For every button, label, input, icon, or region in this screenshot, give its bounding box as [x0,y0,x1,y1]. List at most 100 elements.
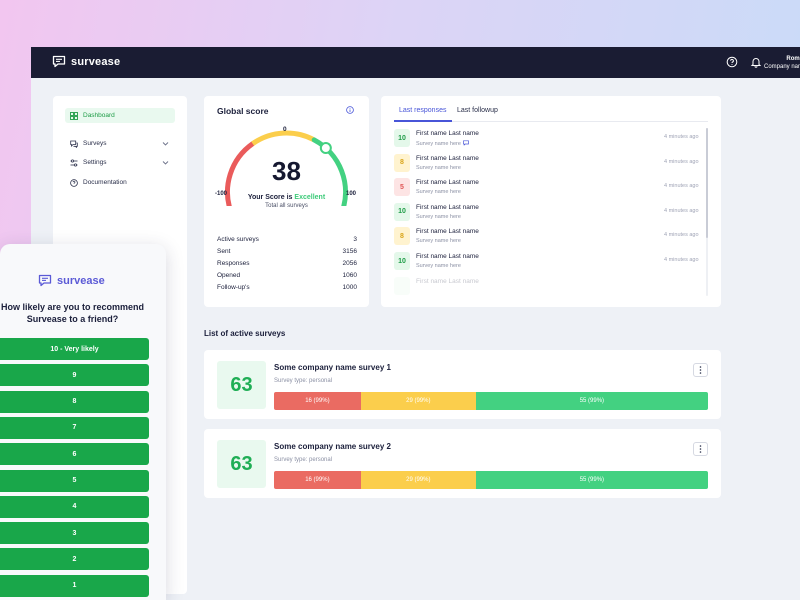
response-time: 4 minutes ago [664,183,699,190]
sidebar-item-settings[interactable]: Settings [65,155,175,170]
sidebar-item-surveys[interactable]: Surveys [65,136,175,151]
rating-option-button[interactable]: 5 [0,469,149,492]
response-name: First name Last name [416,130,479,137]
bell-icon[interactable] [750,56,762,68]
response-row[interactable]: 10 First name Last name Survey name here 4 … [394,202,699,223]
global-score-card: Global score 0 -100 100 38 Your Score is… [204,96,369,307]
score-rating: Your Score is Excellent [204,194,369,201]
survey-bar-segment: 16 (99%) [274,471,361,489]
logo-icon [52,55,66,68]
stat-label: Opened [217,272,241,279]
stat-label: Responses [217,260,250,267]
active-tab-indicator [394,120,452,122]
rating-option-button[interactable]: 7 [0,416,149,439]
stat-row: Active surveys 3 [217,236,357,243]
gauge-yellow-arc [251,130,316,146]
survey-card[interactable]: 63 Some company name survey 2 Survey type:… [204,429,721,498]
rating-option-button[interactable]: 9 [0,364,149,387]
rating-option-button[interactable]: 6 [0,443,149,466]
rating-option-button[interactable]: 2 [0,548,149,571]
survey-bar-segment: 16 (99%) [274,392,361,410]
help-icon[interactable] [726,56,738,68]
response-time: 4 minutes ago [664,134,699,140]
global-score-title: Global score [217,106,269,116]
survey-score: 63 [217,361,266,409]
response-survey: Survey name here [416,140,469,147]
survey-distribution-bar: 16 (99%) 29 (99%) 55 (99%) [274,471,708,489]
response-survey-name: Survey name here [416,213,461,220]
sidebar-item-label: Dashboard [83,112,115,119]
response-name: First name Last name [416,179,479,187]
sliders-icon [70,158,78,167]
response-score-badge [394,276,410,295]
response-row[interactable]: 8 First name Last name Survey name here 4 m… [394,227,699,247]
response-score-badge: 8 [394,227,410,246]
stat-row: Follow-up's 1000 [217,284,357,291]
app-name: survease [71,55,121,68]
user-name: Roma [786,56,800,62]
response-score-badge: 8 [394,153,410,172]
rating-option-button[interactable]: 8 [0,390,149,413]
response-name: First name Last name [416,203,479,211]
rating-option-button[interactable]: 1 [0,574,149,597]
stat-row: Sent 3156 [217,248,357,255]
tab-last-followup[interactable]: Last followup [457,107,498,114]
stat-value: 1000 [342,284,357,291]
stat-value: 3 [353,236,357,243]
user-menu[interactable]: Roma Company nam [764,55,800,71]
survey-type: Survey type: personal [274,457,333,463]
widget-question: How likely are you to recommend Survease… [0,301,145,325]
chevron-down-icon[interactable] [162,140,169,147]
stat-value: 2056 [342,260,357,267]
response-time: 4 minutes ago [664,158,699,165]
gauge-min-label: -100 [215,191,228,197]
grid-icon [70,111,78,120]
chevron-down-icon[interactable] [162,159,169,166]
survey-name: Some company name survey 2 [274,442,391,451]
scrollbar-thumb[interactable] [706,128,708,238]
comment-icon[interactable] [463,140,469,146]
sidebar-item-label: Documentation [83,179,127,186]
response-time: 4 minutes ago [664,257,699,263]
survey-menu-button[interactable] [693,363,708,377]
global-score-value: 38 [272,156,301,186]
response-survey-name: Survey name here [416,164,461,171]
rating-option-button[interactable]: 3 [0,522,149,545]
sidebar-item-documentation[interactable]: Documentation [65,175,175,190]
survey-bar-segment: 29 (99%) [360,392,476,410]
stat-row: Opened 1060 [217,272,357,279]
responses-card: Last responses Last followup 10 First nam… [381,96,721,307]
response-survey-name: Survey name here [416,263,461,269]
survey-name: Some company name survey 1 [274,363,391,372]
response-row[interactable]: 10 First name Last name Survey name here 4 … [394,252,699,272]
score-subtitle: Total all surveys [265,203,308,209]
survey-card[interactable]: 63 Some company name survey 1 Survey type:… [204,350,721,419]
response-row[interactable]: 8 First name Last name Survey name here 4 m… [394,153,699,174]
kebab-icon [699,366,702,374]
response-row[interactable]: First name Last name [394,276,694,297]
info-icon[interactable] [346,106,354,114]
survey-widget: survease How likely are you to recommend… [0,244,166,600]
rating-option-button[interactable]: 4 [0,495,149,518]
response-row[interactable]: 10 First name Last name Survey name here 4 … [394,129,699,149]
rating-option-button[interactable]: 10 - Very likely [0,338,149,360]
sidebar-item-label: Settings [83,159,107,166]
response-time: 4 minutes ago [664,232,699,239]
survey-menu-button[interactable] [693,442,708,456]
tab-last-responses[interactable]: Last responses [399,107,447,114]
score-rating-word: Excellent [294,194,326,201]
gauge-max-label: 100 [346,191,357,197]
top-bar: survease Roma Company nam [31,47,800,78]
response-row[interactable]: 5 First name Last name Survey name here 4 m… [394,178,699,198]
response-name: First name Last name [416,228,479,236]
sidebar-item-label: Surveys [83,140,107,147]
score-gauge [225,130,348,206]
stat-row: Responses 2056 [217,260,357,267]
response-score-badge: 10 [394,129,410,147]
widget-question-line: How likely are you to recommend [0,302,145,312]
sidebar-item-dashboard[interactable]: Dashboard [65,108,175,123]
app-logo[interactable]: survease [52,55,120,68]
active-surveys-title: List of active surveys [204,329,286,338]
response-time: 4 minutes ago [664,207,699,214]
tab-divider [394,121,708,122]
